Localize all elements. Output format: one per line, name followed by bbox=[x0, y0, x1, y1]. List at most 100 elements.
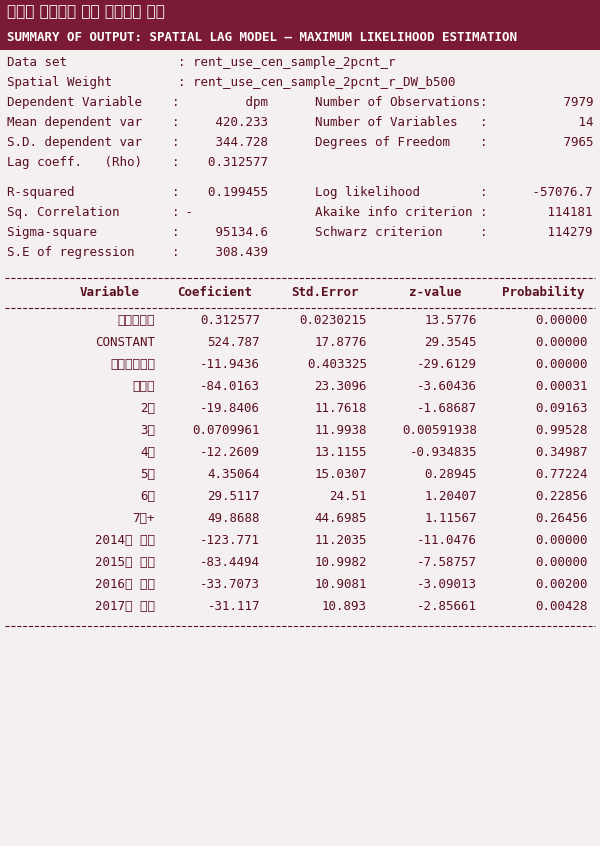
Text: 420.233: 420.233 bbox=[178, 116, 268, 129]
Text: -57076.7: -57076.7 bbox=[511, 186, 593, 199]
Text: 2016년 계약: 2016년 계약 bbox=[95, 578, 155, 591]
Text: 반지하: 반지하 bbox=[133, 380, 155, 393]
Text: 4층: 4층 bbox=[140, 446, 155, 459]
Text: -11.9436: -11.9436 bbox=[200, 358, 260, 371]
Text: 0.00000: 0.00000 bbox=[536, 534, 588, 547]
Text: 23.3096: 23.3096 bbox=[314, 380, 367, 393]
Text: Sq. Correlation       :: Sq. Correlation : bbox=[7, 206, 179, 219]
Text: 13.5776: 13.5776 bbox=[425, 314, 477, 327]
Text: 114279: 114279 bbox=[511, 226, 593, 239]
Bar bbox=[0, 0, 600, 28]
Text: Spatial Weight: Spatial Weight bbox=[7, 76, 172, 89]
Text: SUMMARY OF OUTPUT: SPATIAL LAG MODEL – MAXIMUM LIKELIHOOD ESTIMATION: SUMMARY OF OUTPUT: SPATIAL LAG MODEL – M… bbox=[7, 31, 517, 44]
Text: 10.893: 10.893 bbox=[322, 600, 367, 613]
Text: -7.58757: -7.58757 bbox=[417, 556, 477, 569]
Text: -29.6129: -29.6129 bbox=[417, 358, 477, 371]
Text: 0.34987: 0.34987 bbox=[536, 446, 588, 459]
Text: S.D. dependent var    :: S.D. dependent var : bbox=[7, 136, 179, 149]
Text: Variable: Variable bbox=[80, 286, 140, 299]
Text: 0.199455: 0.199455 bbox=[178, 186, 268, 199]
Text: R-squared             :: R-squared : bbox=[7, 186, 179, 199]
Bar bbox=[0, 28, 600, 50]
Text: -12.2609: -12.2609 bbox=[200, 446, 260, 459]
Text: -11.0476: -11.0476 bbox=[417, 534, 477, 547]
Text: 0.00000: 0.00000 bbox=[536, 556, 588, 569]
Text: 4.35064: 4.35064 bbox=[208, 468, 260, 481]
Text: -83.4494: -83.4494 bbox=[200, 556, 260, 569]
Text: 15.0307: 15.0307 bbox=[314, 468, 367, 481]
Text: 14: 14 bbox=[556, 116, 593, 129]
Text: -19.8406: -19.8406 bbox=[200, 402, 260, 415]
Text: -3.60436: -3.60436 bbox=[417, 380, 477, 393]
Text: Data set: Data set bbox=[7, 56, 172, 69]
Text: 0.99528: 0.99528 bbox=[536, 424, 588, 437]
Text: 전월세 실거래가 변화 회귀분석 결과: 전월세 실거래가 변화 회귀분석 결과 bbox=[7, 4, 165, 19]
Text: 2017년 계약: 2017년 계약 bbox=[95, 600, 155, 613]
Text: 10.9982: 10.9982 bbox=[314, 556, 367, 569]
Text: 건물노후년수: 건물노후년수 bbox=[110, 358, 155, 371]
Text: 344.728: 344.728 bbox=[178, 136, 268, 149]
Text: -0.934835: -0.934835 bbox=[409, 446, 477, 459]
Text: 11.7618: 11.7618 bbox=[314, 402, 367, 415]
Text: 6층: 6층 bbox=[140, 490, 155, 503]
Text: dpm: dpm bbox=[178, 96, 268, 109]
Text: 0.0230215: 0.0230215 bbox=[299, 314, 367, 327]
Text: 95134.6: 95134.6 bbox=[178, 226, 268, 239]
Text: Coeficient: Coeficient bbox=[178, 286, 253, 299]
Text: 10.9081: 10.9081 bbox=[314, 578, 367, 591]
Text: 524.787: 524.787 bbox=[208, 336, 260, 349]
Text: z-value: z-value bbox=[409, 286, 461, 299]
Text: 0.00200: 0.00200 bbox=[536, 578, 588, 591]
Text: 0.77224: 0.77224 bbox=[536, 468, 588, 481]
Text: S.E of regression     :: S.E of regression : bbox=[7, 246, 179, 259]
Text: 11.9938: 11.9938 bbox=[314, 424, 367, 437]
Text: 2014년 계약: 2014년 계약 bbox=[95, 534, 155, 547]
Text: 공간가중치: 공간가중치 bbox=[118, 314, 155, 327]
Text: -31.117: -31.117 bbox=[208, 600, 260, 613]
Text: 11.2035: 11.2035 bbox=[314, 534, 367, 547]
Text: Schwarz criterion     :: Schwarz criterion : bbox=[315, 226, 487, 239]
Text: Number of Variables   :: Number of Variables : bbox=[315, 116, 487, 129]
Text: 0.22856: 0.22856 bbox=[536, 490, 588, 503]
Text: 13.1155: 13.1155 bbox=[314, 446, 367, 459]
Text: 308.439: 308.439 bbox=[178, 246, 268, 259]
Text: 3층: 3층 bbox=[140, 424, 155, 437]
Text: -2.85661: -2.85661 bbox=[417, 600, 477, 613]
Text: 0.312577: 0.312577 bbox=[178, 156, 268, 169]
Text: 29.3545: 29.3545 bbox=[425, 336, 477, 349]
Text: Sigma-square          :: Sigma-square : bbox=[7, 226, 179, 239]
Text: 1.20407: 1.20407 bbox=[425, 490, 477, 503]
Text: 7층+: 7층+ bbox=[133, 512, 155, 525]
Text: -123.771: -123.771 bbox=[200, 534, 260, 547]
Text: 0.403325: 0.403325 bbox=[307, 358, 367, 371]
Text: 0.00000: 0.00000 bbox=[536, 358, 588, 371]
Text: 7979: 7979 bbox=[556, 96, 593, 109]
Text: 0.0709961: 0.0709961 bbox=[193, 424, 260, 437]
Text: : rent_use_cen_sample_2pcnt_r_DW_b500: : rent_use_cen_sample_2pcnt_r_DW_b500 bbox=[178, 76, 455, 89]
Text: 0.00031: 0.00031 bbox=[536, 380, 588, 393]
Text: 114181: 114181 bbox=[511, 206, 593, 219]
Text: -: - bbox=[178, 206, 275, 219]
Text: 1.11567: 1.11567 bbox=[425, 512, 477, 525]
Text: 7965: 7965 bbox=[556, 136, 593, 149]
Text: 24.51: 24.51 bbox=[329, 490, 367, 503]
Text: 0.00000: 0.00000 bbox=[536, 314, 588, 327]
Text: 17.8776: 17.8776 bbox=[314, 336, 367, 349]
Text: Lag coeff.   (Rho)    :: Lag coeff. (Rho) : bbox=[7, 156, 179, 169]
Text: 44.6985: 44.6985 bbox=[314, 512, 367, 525]
Text: 0.09163: 0.09163 bbox=[536, 402, 588, 415]
Text: 2015년 계약: 2015년 계약 bbox=[95, 556, 155, 569]
Text: -1.68687: -1.68687 bbox=[417, 402, 477, 415]
Text: Probability: Probability bbox=[502, 286, 584, 299]
Text: 0.00000: 0.00000 bbox=[536, 336, 588, 349]
Text: -33.7073: -33.7073 bbox=[200, 578, 260, 591]
Text: Dependent Variable    :: Dependent Variable : bbox=[7, 96, 179, 109]
Text: Akaike info criterion :: Akaike info criterion : bbox=[315, 206, 487, 219]
Text: Degrees of Freedom    :: Degrees of Freedom : bbox=[315, 136, 487, 149]
Text: Mean dependent var    :: Mean dependent var : bbox=[7, 116, 179, 129]
Text: Number of Observations:: Number of Observations: bbox=[315, 96, 487, 109]
Text: Log likelihood        :: Log likelihood : bbox=[315, 186, 487, 199]
Text: 0.26456: 0.26456 bbox=[536, 512, 588, 525]
Text: CONSTANT: CONSTANT bbox=[95, 336, 155, 349]
Text: Std.Error: Std.Error bbox=[291, 286, 359, 299]
